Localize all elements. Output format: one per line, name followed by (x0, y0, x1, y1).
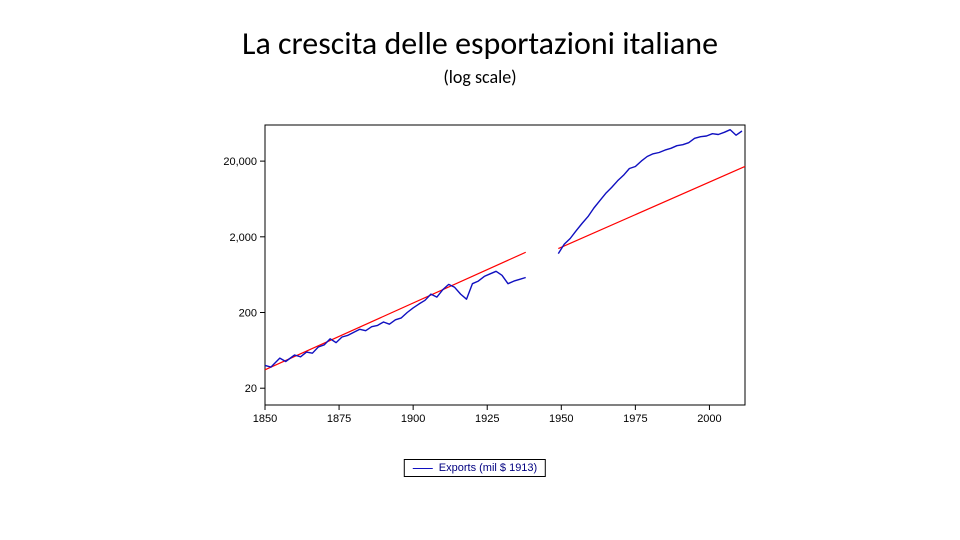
page-title: La crescita delle esportazioni italiane (0, 24, 960, 63)
legend-label: Exports (mil $ 1913) (439, 462, 537, 474)
svg-text:1950: 1950 (549, 413, 573, 425)
svg-text:2,000: 2,000 (229, 232, 257, 244)
svg-text:200: 200 (239, 308, 257, 320)
svg-text:1850: 1850 (253, 413, 277, 425)
svg-text:1975: 1975 (623, 413, 647, 425)
svg-text:1875: 1875 (327, 413, 351, 425)
chart-svg: 20 200 2,000 20,000 1850 1875 1900 1925 1950 1975… (195, 115, 755, 445)
exports-chart: 20 200 2,000 20,000 1850 1875 1900 1925 1950 1975… (195, 115, 755, 475)
svg-text:2000: 2000 (697, 413, 721, 425)
svg-text:20: 20 (245, 383, 257, 395)
legend: Exports (mil $ 1913) (404, 459, 546, 477)
svg-text:1925: 1925 (475, 413, 499, 425)
svg-text:20,000: 20,000 (223, 156, 257, 168)
svg-text:1900: 1900 (401, 413, 425, 425)
page-subtitle: (log scale) (0, 66, 960, 88)
legend-swatch (413, 468, 433, 469)
